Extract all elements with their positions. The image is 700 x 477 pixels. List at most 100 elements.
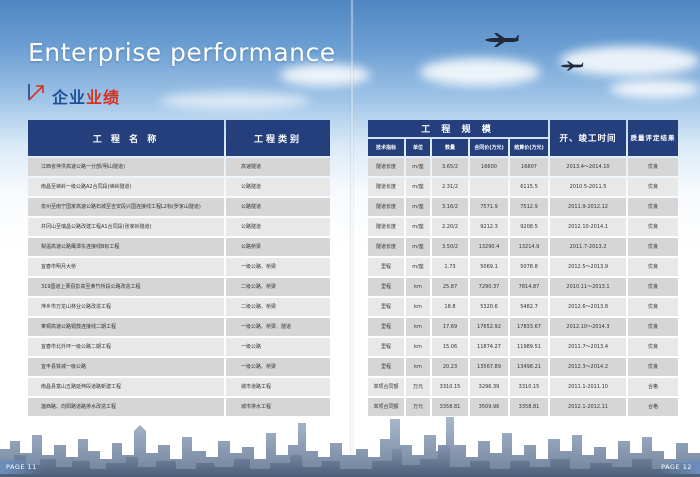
settlement-price-cell: 7512.9 — [510, 198, 549, 216]
project-name-cell: 萍乡市万龙山林业公路改造工程 — [28, 298, 224, 316]
project-category-cell: 一级公路、桥梁、隧道 — [226, 318, 330, 336]
time-cell: 2012.6～2013.8 — [550, 298, 627, 316]
settlement-price-cell: 5078.8 — [510, 258, 549, 276]
page-title-en: Enterprise performance — [28, 38, 336, 67]
quantity-cell: 2.20/2 — [432, 218, 468, 236]
time-cell: 2011.9-2012.12 — [550, 198, 627, 216]
quality-cell: 合格 — [628, 398, 679, 416]
quantity-cell: 17.69 — [432, 318, 468, 336]
quality-cell: 优良 — [628, 158, 679, 176]
settlement-price-cell: 16807 — [510, 158, 549, 176]
column-group-header-scale: 工 程 规 模 — [368, 120, 549, 137]
quantity-cell: 15.06 — [432, 338, 468, 356]
table-row: 319国道上栗县彭高至黄竹桥段公路改造工程 二级公路、桥梁 — [28, 278, 330, 296]
settlement-price-cell: 13498.21 — [510, 358, 549, 376]
unit-cell: km — [406, 278, 430, 296]
cloud — [420, 58, 540, 86]
contract-price-cell: 9212.3 — [470, 218, 508, 236]
quantity-cell: 3.65/2 — [432, 158, 468, 176]
time-cell: 2013.4～2014.10 — [550, 158, 627, 176]
settlement-price-cell: 5482.7 — [510, 298, 549, 316]
unit-cell: m/座 — [406, 178, 430, 196]
project-name-cell: 梨温高速公路鹰潭东连接线B标工程 — [28, 238, 224, 256]
unit-cell: m/座 — [406, 218, 430, 236]
settlement-price-cell: 7814.87 — [510, 278, 549, 296]
column-header-settlement-price: 结算价(万元) — [510, 139, 549, 156]
table-row: 南昌县富山五路延伸段道路新建工程 城市道路工程 — [28, 378, 330, 396]
unit-cell: 万元 — [406, 398, 430, 416]
table-row: 奉铜高速公路铜鼓连接线二期工程 一级公路、桥梁、隧道 — [28, 318, 330, 336]
table-row: 里程 km 15.06 11874.27 11989.51 2011.7～2013.4 优良 — [368, 338, 679, 356]
quality-cell: 合格 — [628, 378, 679, 396]
time-cell: 2012.10～2014.3 — [550, 318, 627, 336]
table-row: 隧道长度 m/座 3.16/2 7571.9 7512.9 2011.9-2012.12 优… — [368, 198, 679, 216]
project-category-cell: 城市道路工程 — [226, 378, 330, 396]
quantity-cell: 3.50/2 — [432, 238, 468, 256]
unit-cell: m/座 — [406, 158, 430, 176]
project-category-cell: 一级公路、桥梁 — [226, 258, 330, 276]
quality-cell: 优良 — [628, 218, 679, 236]
indicator-cell: 隧道长度 — [368, 198, 404, 216]
table-row: 宜春市北外环一级公路二期工程 一级公路 — [28, 338, 330, 356]
project-category-cell: 城市排水工程 — [226, 398, 330, 416]
indicator-cell: 里程 — [368, 278, 404, 296]
contract-price-cell: 11874.27 — [470, 338, 508, 356]
table-row: 江西省萍洪高速公路一分部(明山隧道) 高速隧道 — [28, 158, 330, 176]
time-cell: 2010.5-2011.5 — [550, 178, 627, 196]
contract-price-cell: 13290.4 — [470, 238, 508, 256]
settlement-price-cell: 6115.5 — [510, 178, 549, 196]
quantity-cell: 1.73 — [432, 258, 468, 276]
time-cell: 2010.11～2013.1 — [550, 278, 627, 296]
time-cell: 2011.1-2011.10 — [550, 378, 627, 396]
page-number-left: PAGE 11 — [0, 460, 44, 474]
quality-cell: 优良 — [628, 298, 679, 316]
table-row: 梨温高速公路鹰潭东连接线B标工程 公路桥梁 — [28, 238, 330, 256]
table-row: 隧道长度 m/座 2.20/2 9212.3 9208.5 2012.10-2014.1 优… — [368, 218, 679, 236]
unit-cell: m/座 — [406, 198, 430, 216]
contract-price-cell: 5069.1 — [470, 258, 508, 276]
contract-price-cell — [470, 178, 508, 196]
cloud — [280, 64, 370, 86]
indicator-cell: 里程 — [368, 318, 404, 336]
project-category-cell: 公路隧道 — [226, 178, 330, 196]
arrow-mark-icon — [28, 84, 44, 101]
project-name-table: 工 程 名 称 工程类别 江西省萍洪高速公路一分部(明山隧道) 高速隧道 南昌至峡岭… — [26, 118, 332, 418]
quantity-cell: 3310.15 — [432, 378, 468, 396]
project-name-cell: 319国道上栗县彭高至黄竹桥段公路改造工程 — [28, 278, 224, 296]
time-cell: 2011.7-2013.2 — [550, 238, 627, 256]
quality-cell: 优良 — [628, 278, 679, 296]
table-row: 南昌至峡岭一级公路A2合同段(峡岭隧道) 公路隧道 — [28, 178, 330, 196]
contract-price-cell: 5320.6 — [470, 298, 508, 316]
unit-cell: km — [406, 318, 430, 336]
unit-cell: m/座 — [406, 238, 430, 256]
quantity-cell: 25.87 — [432, 278, 468, 296]
settlement-price-cell: 13214.9 — [510, 238, 549, 256]
indicator-cell: 单项合同额 — [368, 378, 404, 396]
airplane-icon — [485, 33, 519, 47]
unit-cell: m/座 — [406, 258, 430, 276]
project-category-cell: 一级公路 — [226, 338, 330, 356]
quality-cell: 优良 — [628, 338, 679, 356]
indicator-cell: 里程 — [368, 358, 404, 376]
airplane-icon — [560, 61, 584, 71]
project-name-cell: 宜丰县铁城一级公路 — [28, 358, 224, 376]
project-category-cell: 公路隧道 — [226, 198, 330, 216]
contract-price-cell: 7290.37 — [470, 278, 508, 296]
project-name-cell: 井冈山至瑞昌公路改建工程A1合同段(张家岭隧道) — [28, 218, 224, 236]
indicator-cell: 隧道长度 — [368, 158, 404, 176]
section-title: 企业业绩 — [52, 84, 120, 108]
unit-cell: km — [406, 358, 430, 376]
contract-price-cell: 16600 — [470, 158, 508, 176]
cloud — [160, 92, 310, 110]
column-header-quantity: 数量 — [432, 139, 468, 156]
table-row: 隧道长度 m/座 3.50/2 13290.4 13214.9 2011.7-2013.2… — [368, 238, 679, 256]
project-name-cell: 宜春市明月大桥 — [28, 258, 224, 276]
column-header-unit: 单位 — [406, 139, 430, 156]
quality-cell: 优良 — [628, 318, 679, 336]
project-category-cell: 一级公路、桥梁 — [226, 358, 330, 376]
column-header-project-category: 工程类别 — [226, 120, 330, 156]
table-row: 井冈山至瑞昌公路改建工程A1合同段(张家岭隧道) 公路隧道 — [28, 218, 330, 236]
project-category-cell: 公路隧道 — [226, 218, 330, 236]
settlement-price-cell: 9208.5 — [510, 218, 549, 236]
settlement-price-cell: 17833.67 — [510, 318, 549, 336]
